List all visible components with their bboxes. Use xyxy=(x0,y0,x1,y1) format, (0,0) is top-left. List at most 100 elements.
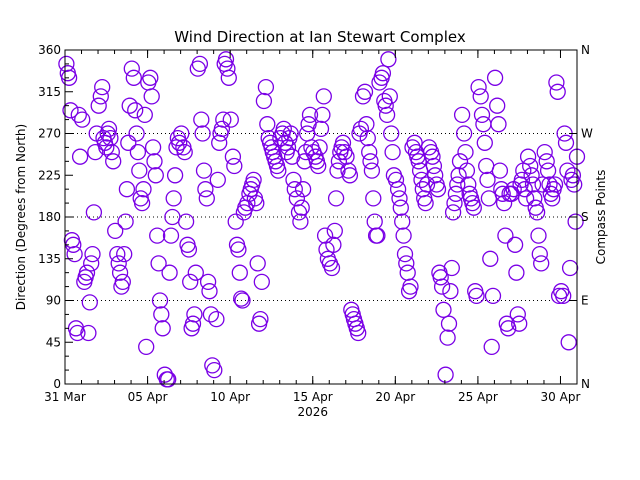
data-point xyxy=(149,227,166,244)
data-point xyxy=(249,255,266,272)
data-point xyxy=(472,88,489,105)
data-point xyxy=(516,181,533,198)
data-point xyxy=(153,306,170,323)
data-point xyxy=(383,125,400,142)
data-point xyxy=(252,310,269,328)
data-point xyxy=(180,241,198,258)
data-point xyxy=(366,213,383,230)
data-point xyxy=(468,287,485,305)
data-point xyxy=(74,111,91,128)
data-point xyxy=(294,181,312,198)
data-point xyxy=(111,264,129,281)
data-point xyxy=(312,120,330,138)
data-point xyxy=(316,227,334,244)
data-point xyxy=(450,167,467,184)
data-point xyxy=(363,162,381,179)
data-point xyxy=(160,371,177,388)
data-point xyxy=(171,134,188,151)
data-point xyxy=(151,292,169,309)
data-point xyxy=(194,125,211,142)
data-point xyxy=(315,88,332,105)
data-point xyxy=(367,227,385,244)
data-point xyxy=(131,162,148,179)
reference-lines xyxy=(65,133,577,301)
data-point xyxy=(533,255,550,272)
y-tick-label: 90 xyxy=(46,294,61,308)
data-point xyxy=(135,181,152,198)
data-point xyxy=(78,264,96,281)
data-point xyxy=(470,78,487,96)
data-point xyxy=(182,273,199,291)
data-point xyxy=(465,199,482,216)
data-point xyxy=(323,259,341,277)
data-point xyxy=(458,162,476,179)
data-point xyxy=(476,134,493,151)
data-point xyxy=(127,102,144,119)
data-point xyxy=(138,338,155,356)
data-point xyxy=(87,143,104,161)
data-point xyxy=(166,167,184,184)
data-point xyxy=(453,106,471,124)
data-point xyxy=(224,148,242,165)
y-tick-label: 180 xyxy=(38,210,61,224)
data-point xyxy=(381,88,398,105)
data-point xyxy=(118,181,136,198)
x-tick-label: 20 Apr xyxy=(375,390,415,404)
data-point xyxy=(506,236,524,253)
data-point xyxy=(524,176,542,193)
x-tick-label: 10 Apr xyxy=(210,390,250,404)
data-point xyxy=(418,176,436,193)
data-point xyxy=(199,273,217,291)
data-point xyxy=(555,287,572,305)
data-point xyxy=(147,167,164,184)
compass-tick-label: W xyxy=(581,127,593,141)
data-point xyxy=(560,334,577,351)
data-point xyxy=(325,236,342,253)
data-point xyxy=(517,190,535,207)
data-point xyxy=(231,264,248,281)
data-point xyxy=(549,83,566,100)
data-point xyxy=(222,111,239,128)
x-tick-label: 05 Apr xyxy=(128,390,168,404)
y-tick-label: 360 xyxy=(38,43,61,57)
data-point xyxy=(483,338,500,356)
data-point xyxy=(536,143,553,161)
data-point xyxy=(377,97,394,114)
data-point xyxy=(489,97,506,114)
data-point xyxy=(361,143,378,161)
data-point xyxy=(389,181,407,198)
data-point xyxy=(69,324,86,342)
data-point xyxy=(500,320,517,337)
data-point xyxy=(511,315,528,332)
data-point xyxy=(564,167,582,184)
data-point xyxy=(310,157,327,175)
data-point xyxy=(478,157,495,175)
data-point xyxy=(191,55,209,73)
data-point xyxy=(356,83,374,100)
data-point xyxy=(531,245,548,263)
data-point xyxy=(538,153,555,170)
data-point xyxy=(440,315,458,332)
data-point xyxy=(259,116,276,133)
data-point xyxy=(311,139,328,156)
data-point xyxy=(226,157,243,175)
data-point xyxy=(301,106,319,124)
data-point xyxy=(255,92,273,110)
x-year-label: 2026 xyxy=(297,405,328,419)
data-point xyxy=(387,171,405,189)
data-point xyxy=(186,306,203,323)
data-point xyxy=(359,129,376,147)
data-point xyxy=(384,143,401,161)
data-point xyxy=(245,171,262,189)
data-point xyxy=(437,366,454,383)
data-point xyxy=(158,371,175,388)
data-point xyxy=(282,125,299,142)
data-points xyxy=(58,51,586,388)
data-point xyxy=(314,106,331,124)
y-tick-label: 315 xyxy=(38,85,61,99)
data-point xyxy=(519,148,537,165)
data-point xyxy=(66,245,83,263)
data-point xyxy=(482,250,499,267)
data-point xyxy=(83,255,100,272)
